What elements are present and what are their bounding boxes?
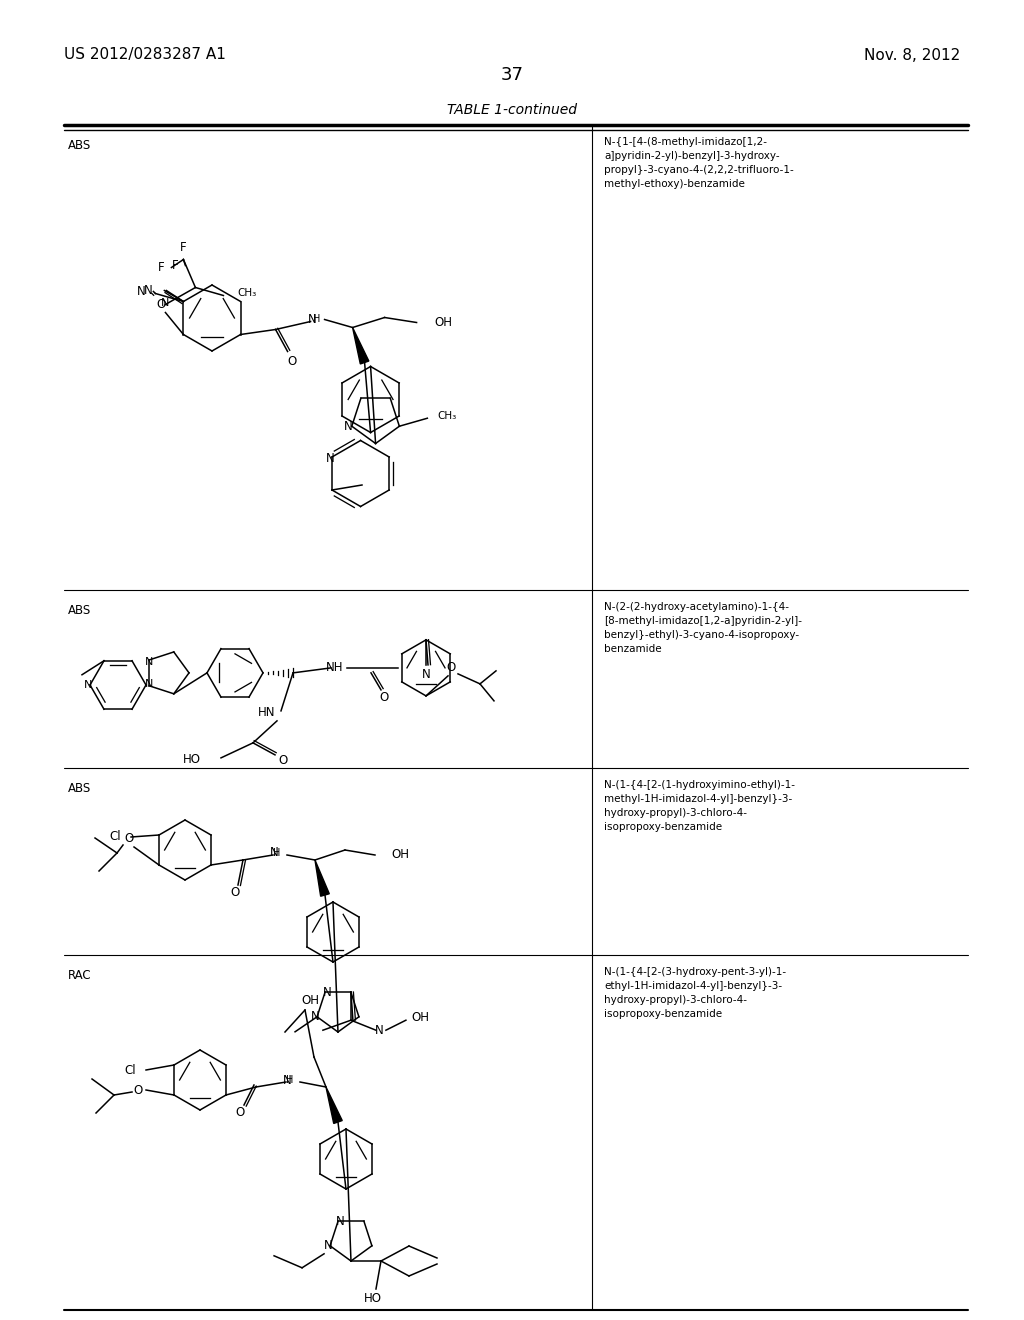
Polygon shape: [326, 1086, 342, 1123]
Text: N-{1-[4-(8-methyl-imidazo[1,2-
a]pyridin-2-yl)-benzyl]-3-hydroxy-
propyl}-3-cyan: N-{1-[4-(8-methyl-imidazo[1,2- a]pyridin…: [604, 137, 794, 189]
Text: N-(1-{4-[2-(3-hydroxy-pent-3-yl)-1-
ethyl-1H-imidazol-4-yl]-benzyl}-3-
hydroxy-p: N-(1-{4-[2-(3-hydroxy-pent-3-yl)-1- ethy…: [604, 968, 786, 1019]
Text: N: N: [323, 986, 332, 999]
Text: ABS: ABS: [68, 781, 91, 795]
Text: N: N: [269, 846, 279, 859]
Text: N: N: [310, 1010, 319, 1023]
Text: N-(2-(2-hydroxy-acetylamino)-1-{4-
[8-methyl-imidazo[1,2-a]pyridin-2-yl]-
benzyl: N-(2-(2-hydroxy-acetylamino)-1-{4- [8-me…: [604, 602, 802, 653]
Text: NH: NH: [327, 661, 344, 675]
Text: HN: HN: [258, 706, 275, 719]
Text: N: N: [283, 1073, 292, 1086]
Text: N: N: [375, 1024, 383, 1036]
Text: 37: 37: [501, 66, 523, 84]
Text: CH₃: CH₃: [238, 289, 257, 298]
Text: O: O: [157, 298, 166, 312]
Text: N: N: [161, 298, 170, 309]
Text: O: O: [236, 1106, 245, 1119]
Text: TABLE 1-continued: TABLE 1-continued: [447, 103, 577, 117]
Text: N: N: [326, 453, 335, 466]
Text: O: O: [446, 661, 456, 675]
Text: US 2012/0283287 A1: US 2012/0283287 A1: [63, 48, 226, 62]
Text: OH: OH: [391, 849, 409, 862]
Text: O: O: [279, 754, 288, 767]
Text: O: O: [230, 887, 240, 899]
Text: H: H: [313, 314, 321, 325]
Text: H: H: [273, 847, 281, 858]
Text: Cl: Cl: [124, 1064, 136, 1077]
Text: N: N: [84, 680, 92, 690]
Text: N: N: [343, 420, 352, 433]
Text: N: N: [336, 1214, 344, 1228]
Text: HO: HO: [183, 754, 201, 767]
Text: N-(1-{4-[2-(1-hydroxyimino-ethyl)-1-
methyl-1H-imidazol-4-yl]-benzyl}-3-
hydroxy: N-(1-{4-[2-(1-hydroxyimino-ethyl)-1- met…: [604, 780, 795, 832]
Text: OH: OH: [434, 315, 453, 329]
Text: N: N: [137, 285, 145, 298]
Text: N: N: [422, 668, 430, 681]
Text: O: O: [124, 833, 134, 846]
Text: F: F: [158, 261, 165, 275]
Text: ABS: ABS: [68, 139, 91, 152]
Text: N: N: [324, 1239, 333, 1253]
Polygon shape: [352, 327, 369, 364]
Text: O: O: [379, 692, 389, 705]
Text: N: N: [145, 657, 154, 667]
Text: Cl: Cl: [110, 830, 121, 843]
Text: O: O: [133, 1085, 142, 1097]
Text: H: H: [287, 1074, 294, 1085]
Text: OH: OH: [301, 994, 319, 1006]
Text: HO: HO: [364, 1292, 382, 1305]
Text: RAC: RAC: [68, 969, 91, 982]
Text: O: O: [287, 355, 296, 368]
Text: F: F: [180, 242, 186, 253]
Text: F: F: [172, 259, 179, 272]
Text: ABS: ABS: [68, 605, 91, 616]
Polygon shape: [315, 861, 330, 896]
Text: N: N: [143, 284, 153, 297]
Text: OH: OH: [411, 1011, 429, 1024]
Text: N: N: [308, 313, 317, 326]
Text: Nov. 8, 2012: Nov. 8, 2012: [864, 48, 961, 62]
Text: N: N: [145, 678, 154, 689]
Text: CH₃: CH₃: [437, 412, 457, 421]
